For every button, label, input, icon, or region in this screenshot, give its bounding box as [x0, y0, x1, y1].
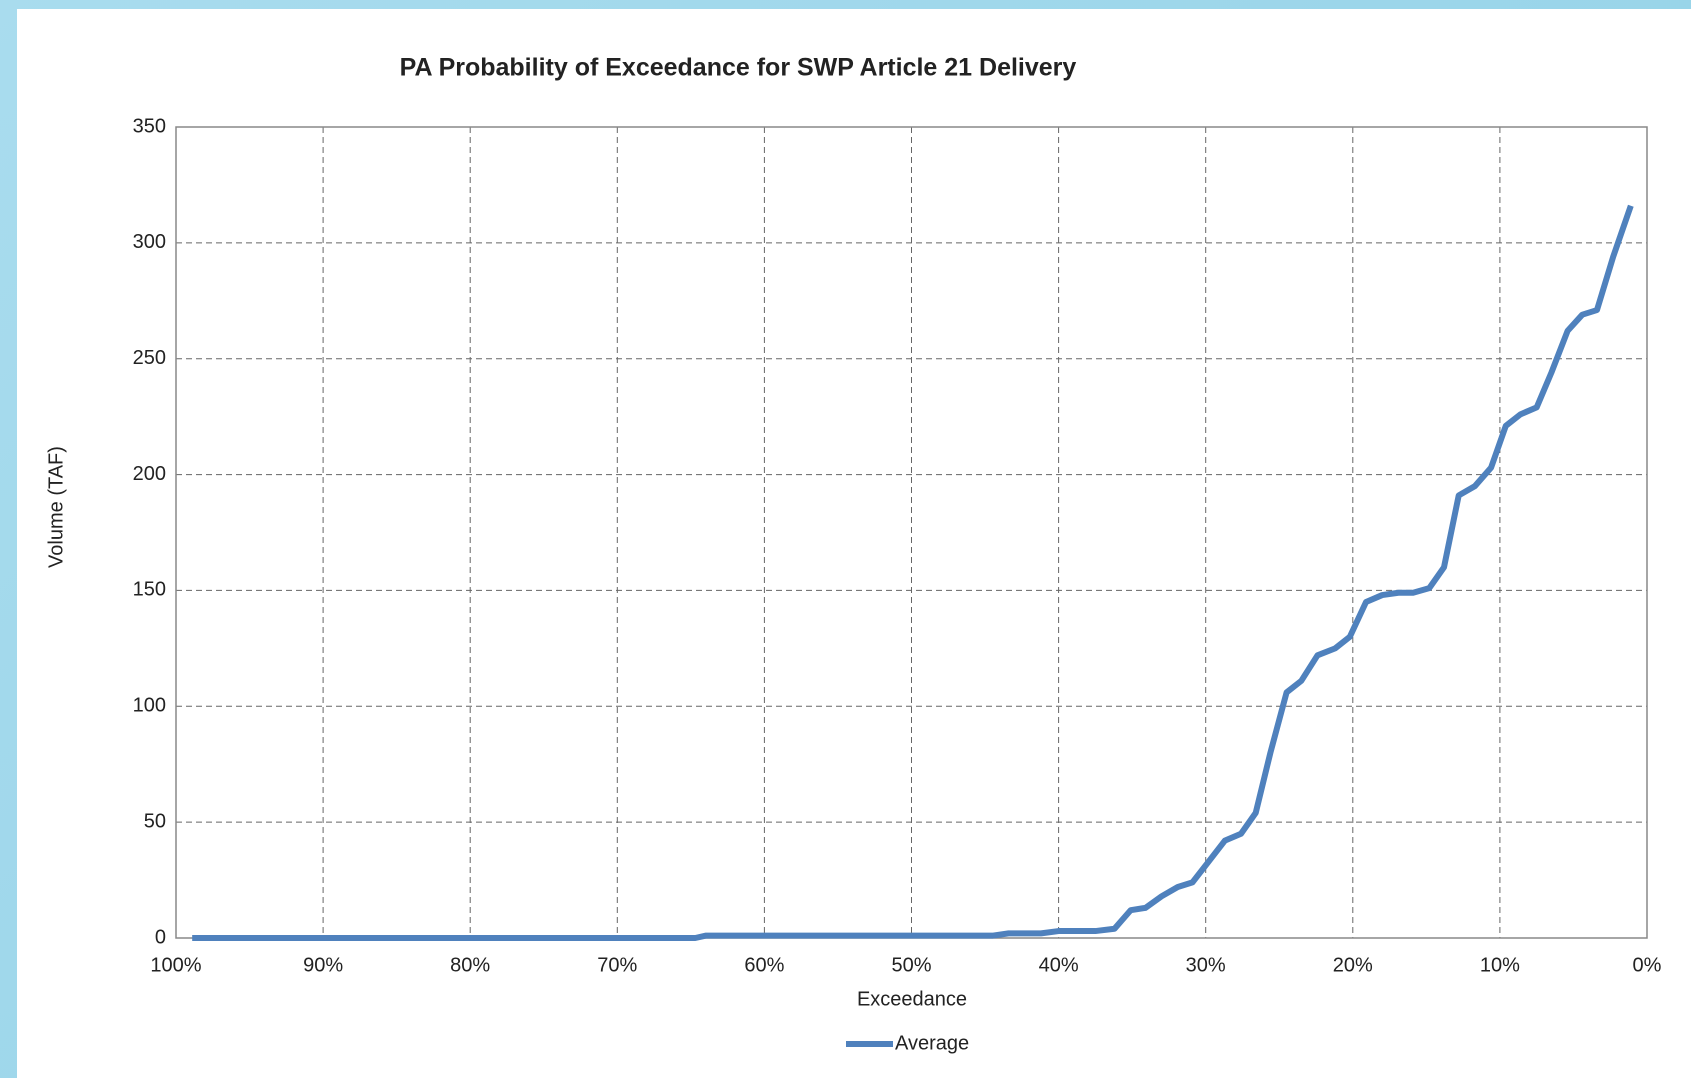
x-tick-label: 20% [1333, 954, 1373, 976]
x-tick-label: 100% [150, 954, 201, 976]
x-tick-label: 10% [1480, 954, 1520, 976]
y-axis-label: Volume (TAF) [45, 446, 67, 568]
x-tick-label: 50% [891, 954, 931, 976]
y-tick-label: 100 [133, 695, 166, 717]
x-tick-label: 0% [1633, 954, 1662, 976]
x-axis-label: Exceedance [857, 988, 967, 1010]
x-tick-label: 30% [1186, 954, 1226, 976]
y-tick-label: 300 [133, 231, 166, 253]
x-tick-label: 80% [450, 954, 490, 976]
x-tick-label: 40% [1039, 954, 1079, 976]
x-tick-label: 60% [744, 954, 784, 976]
chart-panel [17, 9, 1691, 1078]
chart-title: PA Probability of Exceedance for SWP Art… [400, 54, 1077, 82]
y-tick-label: 200 [133, 463, 166, 485]
x-tick-label: 70% [597, 954, 637, 976]
y-tick-label: 0 [155, 926, 166, 948]
legend-label: Average [895, 1032, 969, 1054]
y-tick-label: 250 [133, 347, 166, 369]
x-tick-label: 90% [303, 954, 343, 976]
y-tick-label: 350 [133, 115, 166, 137]
y-tick-label: 150 [133, 579, 166, 601]
data-line [192, 204, 1634, 941]
y-tick-label: 50 [144, 810, 166, 832]
